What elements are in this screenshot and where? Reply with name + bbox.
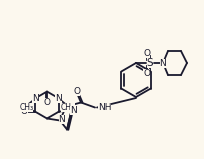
Text: O: O <box>143 69 150 77</box>
Text: O: O <box>143 48 150 58</box>
Text: CH₃: CH₃ <box>19 103 33 112</box>
Text: O: O <box>43 98 50 107</box>
Text: N: N <box>55 94 62 103</box>
Text: O: O <box>21 107 28 116</box>
Text: CH₃: CH₃ <box>60 103 74 112</box>
Text: NH: NH <box>98 103 111 112</box>
Text: S: S <box>146 58 153 68</box>
Text: N: N <box>32 94 39 103</box>
Text: N: N <box>70 106 77 115</box>
Text: N: N <box>159 59 166 68</box>
Text: N: N <box>58 115 65 124</box>
Text: O: O <box>73 87 80 96</box>
